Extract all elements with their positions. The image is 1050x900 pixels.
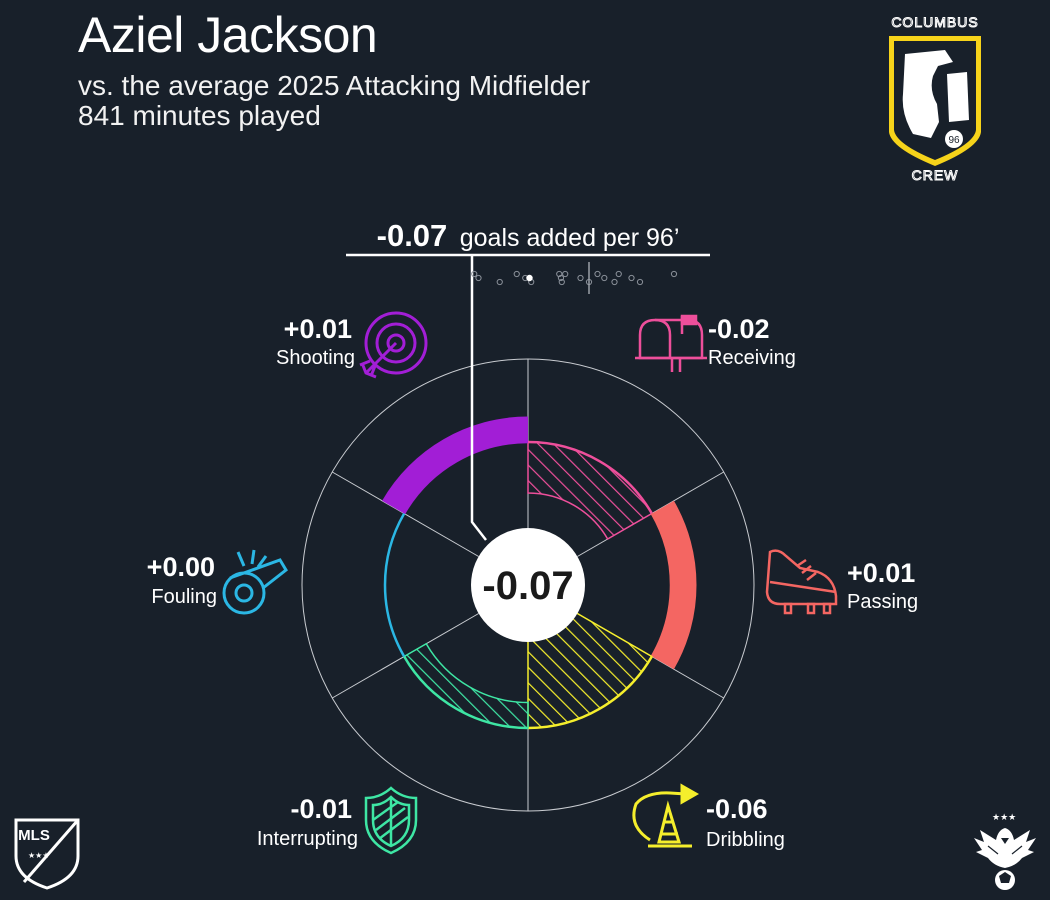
distribution-point <box>670 270 678 278</box>
label-dribbling: -0.06 Dribbling <box>706 794 785 851</box>
summary-header: -0.07 goals added per 96’ <box>346 218 710 541</box>
summary-connector <box>470 255 487 541</box>
summary-value: -0.07 <box>377 218 448 253</box>
distribution-point <box>513 270 520 278</box>
distribution-point <box>636 278 644 286</box>
interrupting-value: -0.01 <box>290 794 352 824</box>
distribution-point <box>558 278 565 286</box>
dribbling-value: -0.06 <box>706 794 768 824</box>
label-passing: +0.01 Passing <box>847 558 918 613</box>
label-fouling: +0.00 Fouling <box>147 552 217 608</box>
cleat-icon <box>765 549 838 615</box>
distribution-point <box>557 274 565 282</box>
distribution-point <box>628 274 635 282</box>
receiving-label: Receiving <box>708 347 796 369</box>
mailbox-icon <box>635 314 707 372</box>
distribution-point <box>594 270 601 278</box>
shooting-label: Shooting <box>276 347 355 369</box>
cone-icon <box>632 783 700 848</box>
svg-text:★★★: ★★★ <box>28 851 50 860</box>
shooting-baseline <box>403 440 529 515</box>
fouling-baseline <box>383 512 406 658</box>
label-interrupting: -0.01 Interrupting <box>257 794 358 850</box>
eagle-logo: ★★★ <box>974 813 1036 890</box>
distribution-point <box>475 274 482 282</box>
whistle-icon <box>222 549 288 615</box>
minutes-played: 841 minutes played <box>78 100 321 131</box>
comparison-subtitle: vs. the average 2025 Attacking Midfielde… <box>78 70 591 101</box>
dribbling-baseline <box>527 655 653 730</box>
distribution-point <box>611 278 618 286</box>
distribution-point <box>562 270 569 278</box>
distribution-point <box>471 270 478 278</box>
fouling-value: +0.00 <box>147 552 215 582</box>
target-icon <box>359 311 428 379</box>
columbus-crew-crest: COLUMBUS 96 CREW <box>889 14 981 184</box>
sector-divider <box>332 471 479 557</box>
mls-logo: MLS ★★★ <box>14 818 80 890</box>
passing-baseline <box>650 512 673 658</box>
passing-bar <box>651 500 697 670</box>
distribution-point <box>577 274 584 282</box>
interrupting-baseline <box>403 655 529 730</box>
distribution-point <box>601 274 608 282</box>
summary-unit: goals added per 96’ <box>460 224 680 252</box>
crest-number: 96 <box>948 135 960 146</box>
crest-bottom-text: CREW <box>912 167 959 183</box>
crest-top-text: COLUMBUS <box>891 14 978 30</box>
dribbling-label: Dribbling <box>706 829 785 851</box>
distribution-point <box>615 270 622 278</box>
distribution-point <box>556 270 563 278</box>
receiving-value: -0.02 <box>708 314 770 344</box>
shield-icon <box>364 786 418 855</box>
distribution-point <box>496 278 503 286</box>
svg-text:★★★: ★★★ <box>992 813 1016 823</box>
receiving-baseline <box>527 440 653 515</box>
fouling-label: Fouling <box>151 586 217 608</box>
player-name: Aziel Jackson <box>78 7 378 63</box>
shooting-bar <box>382 416 528 514</box>
label-receiving: -0.02 Receiving <box>708 314 796 369</box>
label-shooting: +0.01 Shooting <box>276 314 355 369</box>
passing-value: +0.01 <box>847 558 915 588</box>
center-circle <box>471 528 585 642</box>
distribution-strip <box>471 262 678 294</box>
mls-text: MLS <box>18 827 50 844</box>
player-distribution-point <box>526 274 533 282</box>
interrupting-bar <box>403 642 529 729</box>
shooting-value: +0.01 <box>284 314 352 344</box>
center-value: -0.07 <box>482 564 573 608</box>
interrupting-label: Interrupting <box>257 828 358 850</box>
summary-line: -0.07 goals added per 96’ <box>377 218 680 253</box>
passing-label: Passing <box>847 591 918 613</box>
